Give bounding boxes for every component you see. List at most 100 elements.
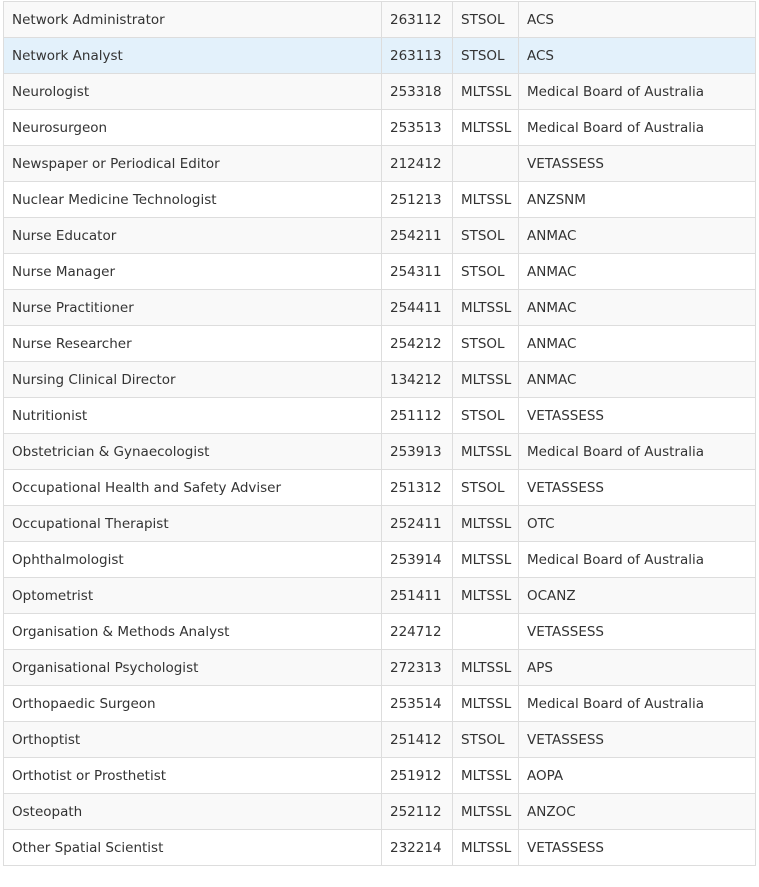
anzsco-code: 253913 [381, 433, 453, 470]
anzsco-code: 251312 [381, 469, 453, 506]
list: MLTSSL [452, 577, 519, 614]
table-row[interactable]: Orthotist or Prosthetist 251912 MLTSSL AOPA [3, 757, 756, 794]
table-row[interactable]: Organisational Psychologist 272313 MLTSSL A… [3, 649, 756, 686]
table-row[interactable]: Nurse Researcher 254212 STSOL ANMAC [3, 325, 756, 362]
occupation: Newspaper or Periodical Editor [3, 145, 382, 182]
assessing-authority: AOPA [518, 757, 756, 794]
anzsco-code: 232214 [381, 829, 453, 866]
table-row[interactable]: Nurse Practitioner 254411 MLTSSL ANMAC [3, 289, 756, 326]
anzsco-code: 263113 [381, 37, 453, 74]
list: STSOL [452, 469, 519, 506]
occupation: Nurse Educator [3, 217, 382, 254]
assessing-authority: ANMAC [518, 217, 756, 254]
list: MLTSSL [452, 649, 519, 686]
assessing-authority: OTC [518, 505, 756, 542]
list [452, 613, 519, 650]
anzsco-code: 254212 [381, 325, 453, 362]
table-row[interactable]: Neurologist 253318 MLTSSL Medical Board of … [3, 73, 756, 110]
list: STSOL [452, 1, 519, 38]
table-row[interactable]: Obstetrician & Gynaecologist 253913 MLTSSL… [3, 433, 756, 470]
table-row[interactable]: Orthopaedic Surgeon 253514 MLTSSL Medical B… [3, 685, 756, 722]
occupation: Orthotist or Prosthetist [3, 757, 382, 794]
list: MLTSSL [452, 793, 519, 830]
table-row[interactable]: Organisation & Methods Analyst 224712 VETA… [3, 613, 756, 650]
assessing-authority: Medical Board of Australia [518, 541, 756, 578]
anzsco-code: 254211 [381, 217, 453, 254]
table-row[interactable]: Optometrist 251411 MLTSSL OCANZ [3, 577, 756, 614]
occupation: Nurse Practitioner [3, 289, 382, 326]
table-row[interactable]: Ophthalmologist 253914 MLTSSL Medical Board… [3, 541, 756, 578]
anzsco-code: 253514 [381, 685, 453, 722]
assessing-authority: ANMAC [518, 325, 756, 362]
assessing-authority: Medical Board of Australia [518, 109, 756, 146]
table-row[interactable]: Other Spatial Scientist 232214 MLTSSL VETAS… [3, 829, 756, 866]
anzsco-code: 253914 [381, 541, 453, 578]
assessing-authority: ACS [518, 1, 756, 38]
table-row[interactable]: Nurse Educator 254211 STSOL ANMAC [3, 217, 756, 254]
assessing-authority: APS [518, 649, 756, 686]
table-row[interactable]: Orthoptist 251412 STSOL VETASSESS [3, 721, 756, 758]
assessing-authority: OCANZ [518, 577, 756, 614]
list: MLTSSL [452, 757, 519, 794]
occupation: Organisation & Methods Analyst [3, 613, 382, 650]
anzsco-code: 254311 [381, 253, 453, 290]
occupation: Nurse Manager [3, 253, 382, 290]
assessing-authority: VETASSESS [518, 397, 756, 434]
anzsco-code: 251411 [381, 577, 453, 614]
list: STSOL [452, 253, 519, 290]
assessing-authority: Medical Board of Australia [518, 73, 756, 110]
anzsco-code: 134212 [381, 361, 453, 398]
table-row[interactable]: Network Analyst 263113 STSOL ACS [3, 37, 756, 74]
occupation: Nutritionist [3, 397, 382, 434]
anzsco-code: 224712 [381, 613, 453, 650]
table-row[interactable]: Osteopath 252112 MLTSSL ANZOC [3, 793, 756, 830]
table-row[interactable]: Nuclear Medicine Technologist 251213 MLTSS… [3, 181, 756, 218]
assessing-authority: VETASSESS [518, 613, 756, 650]
table-row[interactable]: Occupational Therapist 252411 MLTSSL OTC [3, 505, 756, 542]
occupation: Occupational Health and Safety Adviser [3, 469, 382, 506]
occupation: Nurse Researcher [3, 325, 382, 362]
list: MLTSSL [452, 829, 519, 866]
anzsco-code: 252411 [381, 505, 453, 542]
list: STSOL [452, 217, 519, 254]
assessing-authority: ACS [518, 37, 756, 74]
anzsco-code: 251213 [381, 181, 453, 218]
table-row[interactable]: Nurse Manager 254311 STSOL ANMAC [3, 253, 756, 290]
table-row[interactable]: Newspaper or Periodical Editor 212412 VETA… [3, 145, 756, 182]
assessing-authority: ANZSNM [518, 181, 756, 218]
list: MLTSSL [452, 361, 519, 398]
table-row[interactable]: Occupational Health and Safety Adviser 25… [3, 469, 756, 506]
occupation-table: Network Administrator 263112 STSOL ACS Netwo… [3, 1, 756, 866]
anzsco-code: 212412 [381, 145, 453, 182]
anzsco-code: 254411 [381, 289, 453, 326]
occupation: Obstetrician & Gynaecologist [3, 433, 382, 470]
anzsco-code: 251412 [381, 721, 453, 758]
occupation: Network Administrator [3, 1, 382, 38]
table-row[interactable]: Nutritionist 251112 STSOL VETASSESS [3, 397, 756, 434]
list: STSOL [452, 721, 519, 758]
occupation: Occupational Therapist [3, 505, 382, 542]
occupation: Network Analyst [3, 37, 382, 74]
list: MLTSSL [452, 505, 519, 542]
assessing-authority: VETASSESS [518, 145, 756, 182]
assessing-authority: ANZOC [518, 793, 756, 830]
list: MLTSSL [452, 433, 519, 470]
assessing-authority: VETASSESS [518, 829, 756, 866]
list: MLTSSL [452, 541, 519, 578]
table-row[interactable]: Network Administrator 263112 STSOL ACS [3, 1, 756, 38]
table-row[interactable]: Neurosurgeon 253513 MLTSSL Medical Board of… [3, 109, 756, 146]
assessing-authority: Medical Board of Australia [518, 433, 756, 470]
occupation: Nursing Clinical Director [3, 361, 382, 398]
occupation: Orthopaedic Surgeon [3, 685, 382, 722]
list: MLTSSL [452, 109, 519, 146]
occupation: Osteopath [3, 793, 382, 830]
list: STSOL [452, 325, 519, 362]
list: MLTSSL [452, 289, 519, 326]
table-row[interactable]: Nursing Clinical Director 134212 MLTSSL ANM… [3, 361, 756, 398]
occupation: Other Spatial Scientist [3, 829, 382, 866]
occupation: Organisational Psychologist [3, 649, 382, 686]
occupation: Neurosurgeon [3, 109, 382, 146]
list: MLTSSL [452, 685, 519, 722]
assessing-authority: VETASSESS [518, 721, 756, 758]
